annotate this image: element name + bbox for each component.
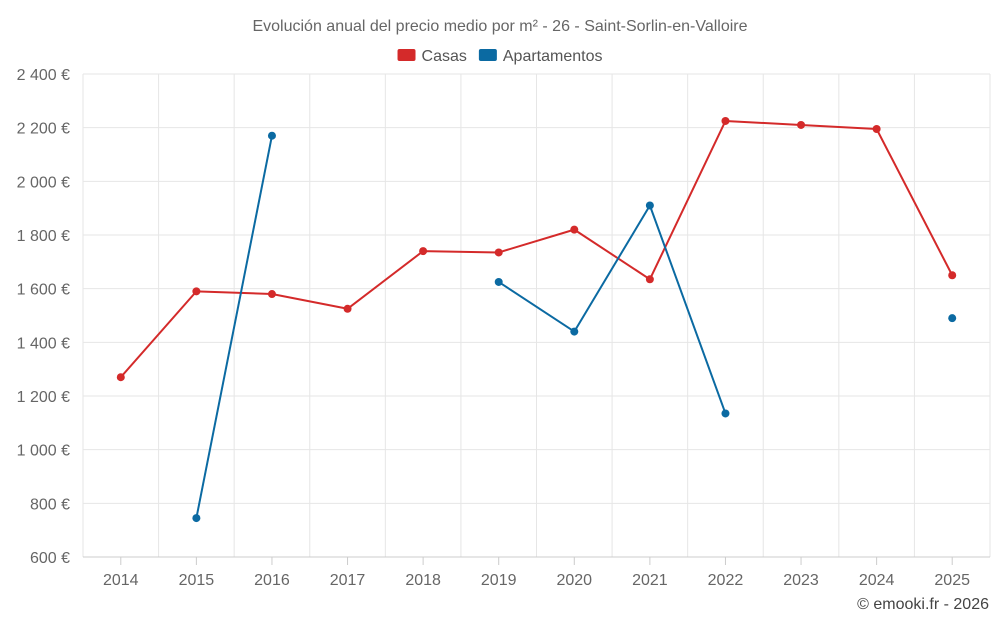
y-tick-label: 2 400 € [17, 67, 70, 84]
data-point[interactable] [721, 116, 730, 125]
legend-item-casas[interactable]: Casas [397, 48, 467, 65]
x-tick-label: 2016 [254, 572, 290, 589]
series-line [195, 135, 273, 519]
x-tick-label: 2021 [632, 572, 668, 589]
x-axis: 2014 2015 2016 2017 2018 2019 2020 2021 2022 2023… [83, 556, 990, 589]
data-point[interactable] [192, 514, 201, 523]
data-point[interactable] [645, 201, 654, 210]
data-point[interactable] [343, 304, 352, 313]
x-tick-label: 2023 [783, 572, 819, 589]
data-point[interactable] [267, 131, 276, 140]
data-point[interactable] [494, 248, 503, 257]
grid [82, 73, 991, 557]
x-tick-label: 2019 [481, 572, 517, 589]
x-tick-label: 2017 [330, 572, 366, 589]
legend: Casas Apartamentos [397, 48, 603, 65]
x-tick-label: 2020 [556, 572, 592, 589]
x-tick-label: 2022 [708, 572, 744, 589]
y-tick-label: 1 800 € [17, 228, 70, 245]
y-tick-label: 600 € [30, 550, 70, 567]
series-casas [116, 116, 957, 382]
y-axis: 600 € 800 € 1 000 € 1 200 € 1 400 € 1 600 € 1 … [17, 67, 70, 567]
data-point[interactable] [494, 277, 503, 286]
chart-title: Evolución anual del precio medio por m² … [252, 18, 747, 35]
x-tick-label: 2024 [859, 572, 895, 589]
credit-text: © emooki.fr - 2026 [857, 596, 989, 613]
legend-swatch [478, 49, 497, 61]
data-point[interactable] [948, 314, 957, 323]
data-point[interactable] [872, 125, 881, 134]
legend-label: Apartamentos [503, 48, 603, 65]
y-tick-label: 2 000 € [17, 174, 70, 191]
data-point[interactable] [797, 120, 806, 129]
legend-item-apartamentos[interactable]: Apartamentos [478, 48, 603, 65]
data-point[interactable] [419, 247, 428, 256]
data-point[interactable] [645, 275, 654, 284]
data-point[interactable] [192, 287, 201, 296]
series-line [120, 119, 954, 378]
y-tick-label: 1 600 € [17, 282, 70, 299]
x-tick-label: 2025 [934, 572, 970, 589]
legend-swatch [397, 49, 416, 61]
data-point[interactable] [267, 290, 276, 299]
data-point[interactable] [721, 409, 730, 418]
y-tick-label: 1 200 € [17, 389, 70, 406]
series-group [116, 116, 957, 523]
series-line [498, 204, 727, 414]
y-tick-label: 800 € [30, 496, 70, 513]
y-tick-label: 2 200 € [17, 121, 70, 138]
x-tick-label: 2014 [103, 572, 139, 589]
legend-label: Casas [422, 48, 467, 65]
data-point[interactable] [116, 373, 125, 382]
x-tick-label: 2015 [179, 572, 215, 589]
x-tick-label: 2018 [405, 572, 441, 589]
series-apartamentos [192, 131, 957, 523]
data-point[interactable] [948, 271, 957, 280]
y-tick-label: 1 000 € [17, 443, 70, 460]
data-point[interactable] [570, 327, 579, 336]
y-tick-label: 1 400 € [17, 335, 70, 352]
data-point[interactable] [570, 225, 579, 234]
